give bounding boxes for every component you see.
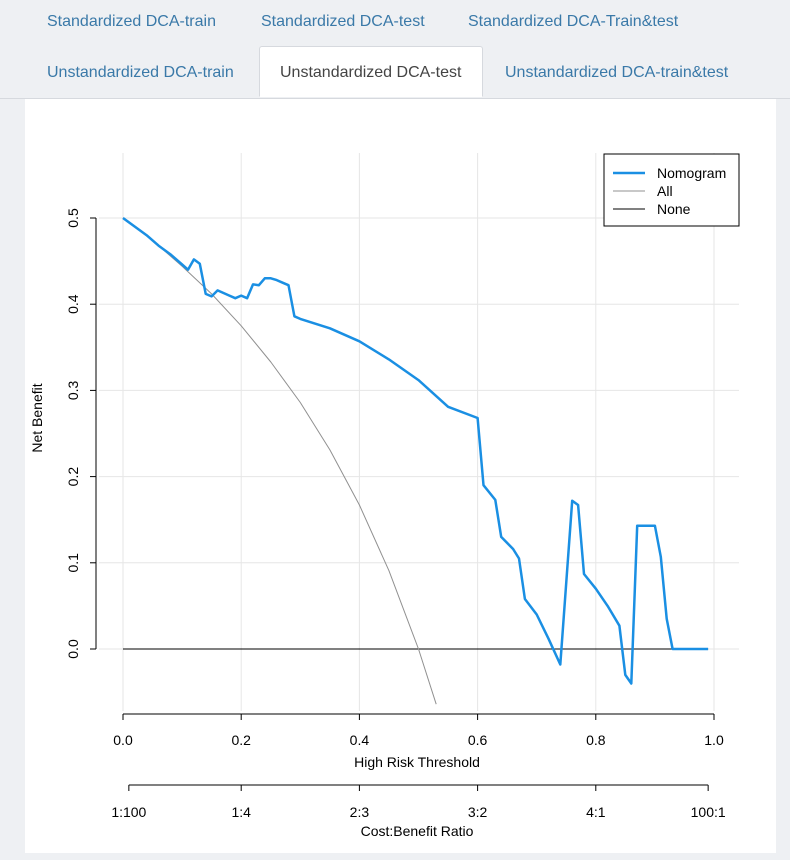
- tab-standardized-dca-train-test[interactable]: Standardized DCA-Train&test: [468, 13, 679, 30]
- cost-benefit-tick-label-2: 2:3: [350, 804, 370, 820]
- x-axis-label: High Risk Threshold: [354, 754, 480, 770]
- legend-all-label: All: [657, 183, 673, 199]
- y-tick-label-1: 0.1: [65, 553, 81, 573]
- tab-unstandardized-dca-test[interactable]: Unstandardized DCA-test: [259, 46, 483, 97]
- x-tick-label-4: 0.8: [586, 732, 606, 748]
- x-tick-label-5: 1.0: [704, 732, 724, 748]
- cost-benefit-tick-label-0: 1:100: [111, 804, 146, 820]
- series-all-line: [122, 217, 437, 705]
- tab-standardized-dca-train[interactable]: Standardized DCA-train: [47, 13, 216, 30]
- cost-benefit-tick-label-3: 3:2: [468, 804, 488, 820]
- chart-legend: Nomogram All None: [603, 153, 740, 227]
- cost-benefit-tick-label-5: 100:1: [691, 804, 726, 820]
- x-tick-label-2: 0.4: [350, 732, 370, 748]
- cost-benefit-axis-label: Cost:Benefit Ratio: [361, 823, 474, 839]
- y-tick-label-3: 0.3: [65, 380, 81, 400]
- legend-none-label: None: [657, 201, 691, 217]
- chart-grid: [99, 153, 739, 711]
- chart-series: [122, 216, 709, 705]
- cost-benefit-tick-label-4: 4:1: [586, 804, 606, 820]
- tab-unstandardized-dca-train-test[interactable]: Unstandardized DCA-train&test: [505, 64, 729, 81]
- tab-standardized-dca-test[interactable]: Standardized DCA-test: [261, 13, 425, 30]
- cost-benefit-tick-label-1: 1:4: [231, 804, 251, 820]
- legend-box: [603, 153, 740, 227]
- y-tick-label-0: 0.0: [65, 639, 81, 659]
- y-axis-label: Net Benefit: [29, 383, 45, 452]
- tab-bar-unstandardized: Unstandardized DCA-train Unstandardized …: [0, 46, 790, 99]
- x-tick-label-0: 0.0: [113, 732, 133, 748]
- legend-nomogram-label: Nomogram: [657, 165, 726, 181]
- x-tick-label-3: 0.6: [468, 732, 488, 748]
- series-nomogram-line: [122, 216, 709, 685]
- y-tick-label-4: 0.4: [65, 294, 81, 314]
- y-tick-label-2: 0.2: [65, 467, 81, 487]
- tab-unstandardized-dca-train[interactable]: Unstandardized DCA-train: [47, 64, 234, 81]
- y-tick-label-5: 0.5: [65, 208, 81, 228]
- tab-bar-standardized: Standardized DCA-train Standardized DCA-…: [0, 0, 790, 46]
- x-tick-label-1: 0.2: [231, 732, 251, 748]
- chart-axes: 0.0 0.2 0.4 0.6 0.8 1.0 0.0 0.1 0.2 0.3 0.4 0.5 1:10…: [65, 208, 726, 820]
